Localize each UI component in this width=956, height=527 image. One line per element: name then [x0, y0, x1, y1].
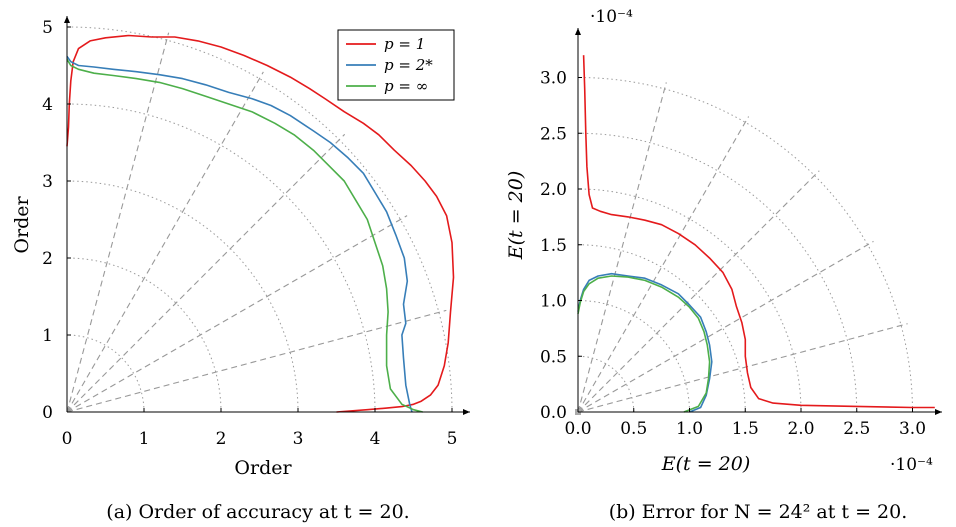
y-tick-label: 0.0	[540, 403, 567, 423]
grid-arc-1	[66, 257, 222, 413]
legend: p = 1 p = 2* p = ∞	[337, 29, 455, 101]
grid-arc-5	[577, 77, 913, 413]
x-tick-label: 3	[293, 429, 304, 449]
x-tick-label: 3.0	[899, 419, 926, 439]
grid-ray-45	[577, 170, 820, 413]
series-line-p1	[66, 34, 455, 413]
y-tick-label: 2	[42, 249, 53, 269]
x-tick-label: 0	[62, 429, 73, 449]
series-group-a	[66, 34, 455, 413]
x-tick-label: 1	[139, 429, 150, 449]
y-tick-label: 2.0	[540, 180, 567, 200]
grid-arc-0	[577, 355, 635, 413]
series-line-p2	[577, 272, 713, 413]
y-axis-arrow	[64, 16, 70, 23]
x-tick-label: 2	[216, 429, 227, 449]
x-tick-label: 1.5	[732, 419, 759, 439]
grid-ray-15	[577, 323, 908, 413]
x-scale-label: ·10⁻⁴	[890, 455, 933, 475]
y-axis-label: Order	[11, 196, 33, 254]
grid-ray-60	[577, 116, 750, 413]
x-tick-label: 0.0	[564, 419, 591, 439]
y-tick-label: 3	[42, 172, 53, 192]
axes-a	[64, 16, 470, 415]
legend-entry-p2: p = 2*	[384, 56, 433, 74]
y-tick-label: 3.0	[540, 69, 567, 89]
x-tick-label: 2.0	[787, 419, 814, 439]
grid-ray-30	[577, 240, 874, 413]
panel-a: 00 1 1 2 2 3 3 4 4 5 5 Order Order (a) Order of ac…	[11, 16, 470, 523]
series-line-pinf	[577, 275, 711, 413]
x-tick-label: 1.0	[676, 419, 703, 439]
x-axis-arrow	[463, 409, 470, 415]
series-line-pinf	[66, 58, 423, 413]
legend-entry-p1: p = 1	[384, 35, 425, 53]
series-group-b	[577, 55, 935, 413]
x-tick-label: 5	[447, 429, 458, 449]
y-tick-label: 5	[42, 18, 53, 38]
grid-arc-3	[577, 188, 802, 413]
x-axis-label-b: E(t = 20)	[661, 453, 751, 475]
series-line-p2	[66, 55, 413, 413]
grid-ray-45	[66, 133, 346, 413]
grid-ray-60	[66, 71, 264, 413]
polar-grid-b	[577, 77, 913, 413]
series-line-p1	[582, 55, 935, 409]
grid-ray-15	[66, 309, 447, 413]
y-tick-label: 1.0	[540, 292, 567, 312]
x-tick-label: 2.5	[843, 419, 870, 439]
y-tick-label: 2.5	[540, 124, 567, 144]
grid-ray-75	[66, 32, 170, 413]
axes-b	[575, 28, 942, 415]
y-tick-label: 0.5	[540, 347, 567, 367]
polar-grid-a	[66, 26, 453, 413]
caption-a: (a) Order of accuracy at t = 20.	[106, 501, 409, 523]
x-tick-label: 0.5	[620, 419, 647, 439]
y-axis-arrow	[575, 28, 581, 35]
legend-entry-pinf: p = ∞	[384, 77, 428, 95]
grid-arc-1	[577, 300, 690, 413]
ticks-b: 0.00.0 0.5 0.5 1.0 1.0 1.5 1.5 2.0 2.0 2.5 2.5 3.0 3…	[540, 69, 926, 440]
grid-ray-75	[577, 82, 667, 413]
y-tick-label: 0	[42, 403, 53, 423]
grid-ray-30	[66, 215, 408, 413]
y-scale-label: ·10⁻⁴	[590, 7, 633, 27]
y-tick-label: 1.5	[540, 236, 567, 256]
caption-b: (b) Error for N = 24² at t = 20.	[609, 501, 908, 523]
y-tick-label: 1	[42, 326, 53, 346]
x-tick-label: 4	[370, 429, 381, 449]
x-axis-label: Order	[234, 457, 292, 479]
x-axis-arrow	[935, 409, 942, 415]
y-axis-label-b: E(t = 20)	[505, 171, 527, 261]
y-tick-label: 4	[42, 95, 53, 115]
panel-b: 0.00.0 0.5 0.5 1.0 1.0 1.5 1.5 2.0 2.0 2.5 2.5 3.0 3…	[505, 7, 942, 523]
grid-arc-4	[577, 132, 858, 413]
grid-arc-2	[577, 244, 746, 413]
ticks-a: 00 1 1 2 2 3 3 4 4 5 5	[42, 18, 457, 449]
